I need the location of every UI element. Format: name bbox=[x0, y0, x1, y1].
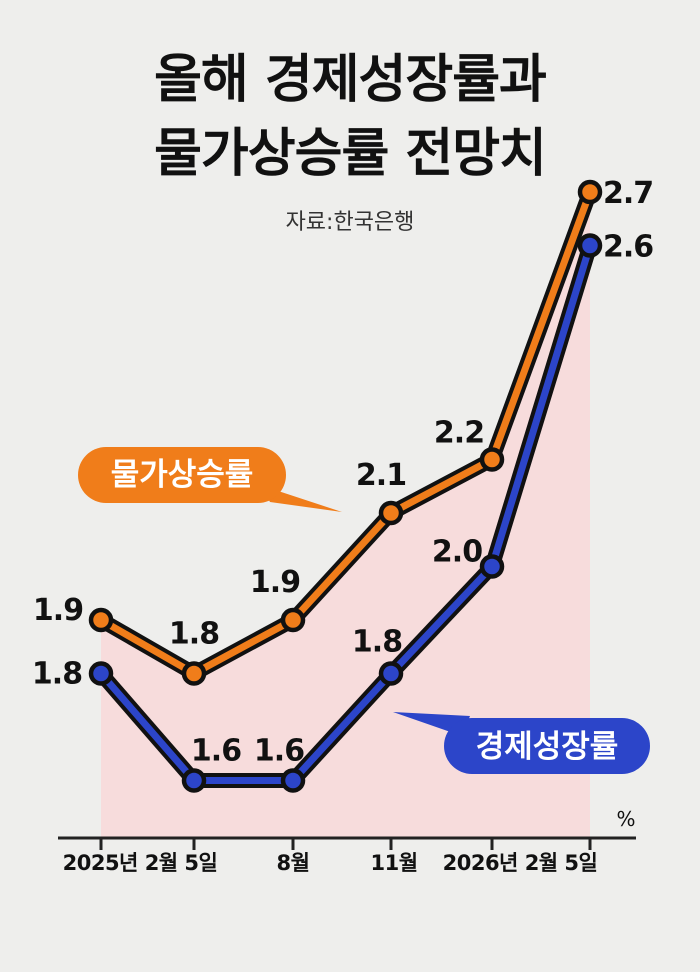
growth-data-label-0: 1.8 bbox=[32, 657, 82, 692]
inflation-data-label-1: 1.8 bbox=[169, 617, 219, 652]
blue-callout-box bbox=[444, 718, 650, 774]
orange-callout-box bbox=[78, 447, 286, 503]
x-tick-label-0: 2025년 2월 5일 bbox=[63, 851, 218, 875]
unit-label: % bbox=[616, 807, 635, 831]
x-tick-label-4: 2026년 2월 5일 bbox=[443, 851, 598, 875]
growth-data-label-1: 1.6 bbox=[191, 734, 241, 769]
growth-point-4 bbox=[479, 554, 505, 579]
growth-point-1 bbox=[181, 768, 207, 793]
inflation-data-label-3: 2.1 bbox=[356, 458, 406, 493]
inflation-data-label-0: 1.9 bbox=[33, 593, 83, 628]
chart-title-line-1: 올해 경제성장률과 bbox=[154, 50, 547, 110]
inflation-point-5 bbox=[577, 179, 603, 205]
growth-data-label-3: 1.8 bbox=[352, 625, 402, 660]
inflation-point-1 bbox=[181, 661, 207, 686]
inflation-data-label-5: 2.7 bbox=[603, 176, 653, 211]
area-fill bbox=[101, 192, 590, 838]
inflation-data-label-2: 1.9 bbox=[250, 565, 300, 600]
inflation-point-4 bbox=[479, 447, 505, 472]
inflation-point-3 bbox=[378, 500, 404, 526]
growth-data-label-2: 1.6 bbox=[254, 734, 304, 769]
orange-callout-tail bbox=[260, 485, 342, 512]
legend-label-inflation: 물가상승률 bbox=[111, 457, 254, 493]
x-tick-label-3: 11월 bbox=[370, 851, 417, 875]
growth-data-label-4: 2.0 bbox=[432, 535, 482, 570]
chart-source: 자료:한국은행 bbox=[285, 210, 415, 235]
inflation-line bbox=[97, 188, 594, 677]
inflation-point-0 bbox=[88, 607, 114, 633]
inflation-point-2 bbox=[280, 607, 306, 633]
legend-label-growth: 경제성장률 bbox=[476, 729, 619, 765]
inflation-data-label-4: 2.2 bbox=[434, 416, 484, 451]
chart-title-line-2: 물가상승률 전망치 bbox=[154, 124, 547, 184]
growth-data-label-5: 2.6 bbox=[603, 230, 653, 265]
growth-point-2 bbox=[280, 768, 306, 793]
growth-point-3 bbox=[378, 661, 404, 686]
x-tick-label-2: 8월 bbox=[277, 851, 310, 875]
growth-point-0 bbox=[88, 661, 114, 686]
growth-point-5 bbox=[577, 233, 603, 258]
growth-line bbox=[97, 242, 594, 784]
